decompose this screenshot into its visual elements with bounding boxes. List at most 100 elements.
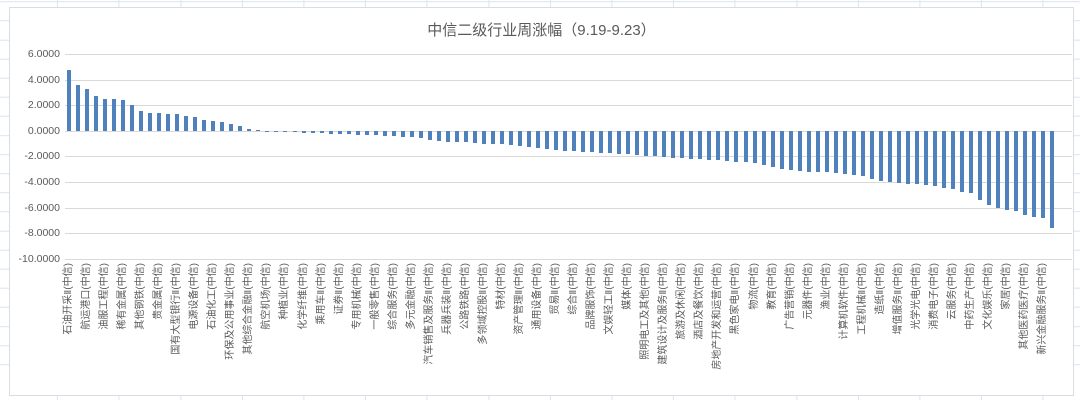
- bar[interactable]: [229, 123, 234, 131]
- bar[interactable]: [283, 130, 288, 133]
- bar[interactable]: [969, 130, 973, 193]
- bar[interactable]: [1041, 130, 1046, 218]
- bar[interactable]: [454, 130, 459, 142]
- bar[interactable]: [896, 130, 901, 184]
- bar[interactable]: [175, 114, 180, 131]
- bar[interactable]: [1014, 130, 1019, 212]
- bar[interactable]: [887, 130, 892, 182]
- bar[interactable]: [427, 130, 432, 141]
- bar[interactable]: [247, 128, 252, 131]
- bar[interactable]: [779, 130, 784, 170]
- bar[interactable]: [211, 120, 216, 131]
- bar[interactable]: [878, 130, 883, 182]
- bar[interactable]: [626, 130, 631, 155]
- bar[interactable]: [121, 99, 126, 131]
- bar[interactable]: [518, 130, 522, 147]
- bar[interactable]: [184, 115, 189, 131]
- bar[interactable]: [364, 130, 369, 136]
- bar[interactable]: [463, 130, 468, 143]
- bar[interactable]: [310, 130, 315, 134]
- bar[interactable]: [1032, 130, 1037, 217]
- bar[interactable]: [770, 130, 775, 167]
- bar[interactable]: [716, 130, 721, 161]
- bar[interactable]: [644, 130, 649, 156]
- bar[interactable]: [653, 130, 658, 157]
- bar[interactable]: [842, 130, 847, 175]
- bar[interactable]: [112, 99, 117, 131]
- bar[interactable]: [481, 130, 486, 144]
- bar[interactable]: [130, 104, 135, 131]
- bar[interactable]: [914, 130, 919, 185]
- bar[interactable]: [346, 130, 351, 135]
- bar[interactable]: [743, 130, 748, 163]
- bar[interactable]: [148, 113, 153, 131]
- bar[interactable]: [274, 130, 279, 132]
- bar[interactable]: [193, 117, 198, 131]
- bar[interactable]: [472, 130, 477, 143]
- chart-object[interactable]: 中信二级行业周涨幅（9.19-9.23） 6.0000 4.0000 2.0000 0…: [9, 7, 1074, 396]
- bar[interactable]: [689, 130, 694, 159]
- bar[interactable]: [590, 130, 595, 153]
- bar[interactable]: [337, 130, 342, 134]
- bar[interactable]: [734, 130, 739, 162]
- bar[interactable]: [635, 130, 640, 156]
- bar[interactable]: [581, 130, 586, 152]
- bar[interactable]: [987, 130, 992, 206]
- bar[interactable]: [599, 130, 604, 153]
- bar[interactable]: [563, 130, 568, 151]
- bar[interactable]: [806, 130, 811, 172]
- bar[interactable]: [905, 130, 910, 184]
- bar[interactable]: [373, 130, 378, 136]
- bar[interactable]: [959, 130, 964, 192]
- bar[interactable]: [103, 98, 108, 131]
- bar[interactable]: [978, 130, 983, 200]
- bar[interactable]: [67, 70, 71, 131]
- bar[interactable]: [851, 130, 856, 175]
- bar[interactable]: [94, 96, 99, 131]
- bar[interactable]: [202, 119, 207, 131]
- bar[interactable]: [869, 130, 874, 180]
- bar[interactable]: [752, 130, 757, 164]
- bar[interactable]: [418, 130, 423, 139]
- bar[interactable]: [572, 130, 577, 152]
- bar[interactable]: [608, 130, 613, 154]
- bar[interactable]: [355, 130, 360, 135]
- bar[interactable]: [833, 130, 838, 174]
- bar[interactable]: [220, 122, 225, 131]
- bar[interactable]: [436, 130, 441, 142]
- bar[interactable]: [815, 130, 820, 172]
- bar[interactable]: [301, 130, 306, 133]
- bar[interactable]: [265, 130, 270, 132]
- bar[interactable]: [490, 130, 495, 144]
- bar[interactable]: [761, 130, 766, 165]
- bar[interactable]: [1023, 130, 1028, 215]
- bar[interactable]: [950, 130, 955, 190]
- bar[interactable]: [85, 89, 90, 131]
- bar[interactable]: [554, 130, 559, 150]
- bar[interactable]: [400, 130, 405, 137]
- bar[interactable]: [508, 130, 513, 145]
- bar[interactable]: [536, 130, 541, 149]
- bar[interactable]: [788, 130, 793, 171]
- bar[interactable]: [238, 125, 243, 131]
- bar[interactable]: [157, 113, 162, 131]
- bar[interactable]: [996, 130, 1001, 208]
- bar[interactable]: [1005, 130, 1010, 211]
- bar[interactable]: [256, 129, 261, 131]
- bar[interactable]: [445, 130, 450, 142]
- bar[interactable]: [941, 130, 946, 189]
- bar[interactable]: [680, 130, 685, 159]
- bar[interactable]: [725, 130, 730, 161]
- bar[interactable]: [824, 130, 829, 173]
- bar[interactable]: [923, 130, 928, 185]
- bar[interactable]: [662, 130, 667, 158]
- bar[interactable]: [382, 130, 387, 136]
- bar[interactable]: [797, 130, 802, 172]
- bar[interactable]: [860, 130, 865, 176]
- bar[interactable]: [527, 130, 532, 148]
- bar[interactable]: [707, 130, 712, 160]
- bar[interactable]: [319, 130, 324, 134]
- bar[interactable]: [76, 85, 81, 131]
- bar[interactable]: [409, 130, 414, 138]
- bar[interactable]: [617, 130, 622, 154]
